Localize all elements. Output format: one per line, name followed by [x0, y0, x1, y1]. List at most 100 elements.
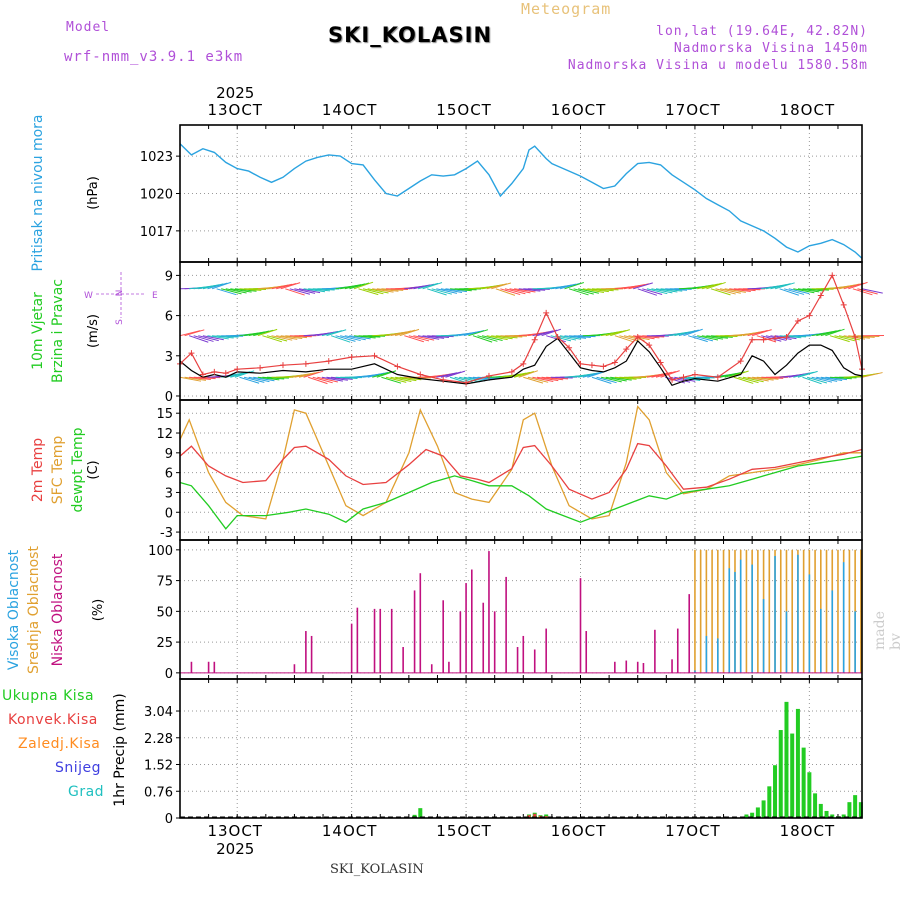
wind-barb: [733, 376, 754, 384]
wind-barb: [655, 288, 678, 293]
panel-frame-5: [179, 678, 863, 819]
ylabel-low-cloud: Niska Oblacnost: [50, 553, 66, 666]
wind-barb: [628, 283, 649, 290]
wind-barb: [751, 329, 772, 337]
low-cloud-bar: [213, 661, 216, 673]
gust-marker: [417, 371, 424, 378]
wind-barb: [573, 288, 594, 295]
wind-barb: [527, 376, 549, 383]
wind-barb: [390, 376, 412, 383]
low-cloud-bar: [402, 647, 404, 673]
wind-barb: [495, 335, 518, 339]
wind-barb: [230, 288, 252, 293]
wind-barb: [317, 376, 338, 383]
wind-barb: [578, 288, 600, 294]
mid-cloud-bar: [837, 549, 839, 673]
low-cloud-bar: [625, 660, 628, 673]
wind-barb: [779, 288, 799, 296]
wind-barb: [514, 288, 536, 293]
wind-barb: [546, 376, 569, 380]
low-cloud-bar: [350, 623, 353, 673]
high-cloud-bar: [717, 638, 719, 673]
wind-barb: [198, 335, 219, 342]
wind-barb: [417, 282, 439, 290]
model-label: Model: [66, 20, 111, 35]
model-name: wrf-nmm_v3.9.1 e3km: [64, 49, 244, 65]
wind-barb: [655, 370, 676, 378]
gust-marker: [806, 312, 813, 319]
wind-barb: [179, 376, 202, 382]
wind-barb: [843, 282, 864, 290]
wind-barb: [358, 288, 379, 296]
wind-barb: [491, 282, 512, 290]
wind-barb: [513, 371, 535, 378]
wind-barb: [779, 335, 802, 339]
wind-barb: [600, 376, 622, 383]
gust-marker: [783, 334, 790, 341]
wind-barb: [372, 371, 393, 378]
mid-cloud-bar: [745, 549, 748, 673]
wind-barb: [189, 376, 211, 380]
wind-barb: [797, 370, 818, 378]
precip-total-bar: [830, 814, 835, 818]
lonlat: lon,lat (19.64E, 42.82N): [656, 24, 868, 39]
wind-barb: [500, 288, 521, 296]
wind-barb: [747, 376, 769, 382]
wind-barb: [610, 376, 632, 381]
wind-barb: [486, 283, 508, 290]
wind-barb: [825, 376, 848, 381]
wind-barb: [445, 370, 466, 378]
ylabel-wind-2: Brzina i Pravac: [50, 279, 66, 383]
low-cloud-bar: [448, 661, 450, 673]
wind-barb: [234, 370, 255, 378]
mid-cloud-bar: [757, 549, 759, 673]
wind-barb: [239, 288, 262, 291]
low-cloud-bar: [373, 608, 376, 673]
wind-barb: [184, 329, 205, 337]
x-tick-label-top: 14OCT: [322, 101, 378, 119]
high-cloud-bar: [751, 564, 753, 673]
wind-barb: [358, 335, 381, 338]
wind-barb: [582, 371, 604, 378]
wind-barb: [619, 376, 642, 379]
x-tick-label-top: 16OCT: [551, 101, 607, 119]
wind-barb: [642, 288, 663, 295]
wind-barb: [221, 288, 242, 295]
panel-frame-4: [179, 539, 863, 680]
low-cloud-bar: [676, 628, 679, 673]
wind-barb: [193, 335, 214, 342]
precip-total-bar: [790, 733, 795, 818]
low-cloud-bar: [482, 602, 485, 673]
wind-barb: [211, 281, 232, 290]
low-cloud-bar: [488, 551, 490, 673]
low-cloud-bar: [579, 578, 582, 673]
wind-barb: [605, 329, 627, 337]
gust-marker: [611, 359, 618, 366]
gust-marker: [279, 362, 286, 369]
wind-barb: [829, 335, 850, 343]
wind-barb: [385, 376, 407, 383]
gust-marker: [257, 364, 264, 371]
wind-barb: [651, 288, 673, 294]
wind-barb: [459, 376, 480, 383]
wind-barb: [376, 288, 399, 292]
gust-marker: [588, 362, 595, 369]
high-cloud-bar: [734, 571, 736, 673]
wind-barb: [678, 329, 699, 337]
x-tick-label-bottom: 16OCT: [551, 822, 607, 840]
wind-barb: [207, 335, 229, 340]
panel-frame-3: [179, 399, 863, 541]
wind-barb: [550, 335, 572, 342]
wind-barb: [408, 335, 430, 342]
mid-cloud-bar: [717, 549, 719, 673]
wind-barb: [564, 335, 587, 339]
wind-barb: [536, 376, 559, 382]
wind-barb: [559, 282, 581, 290]
wind-barb: [811, 376, 833, 383]
wind-barb: [802, 376, 822, 385]
mid-cloud-bar: [802, 549, 805, 673]
low-cloud-bar: [310, 635, 313, 673]
wind-barb: [738, 376, 759, 384]
wind-barb: [436, 288, 458, 294]
